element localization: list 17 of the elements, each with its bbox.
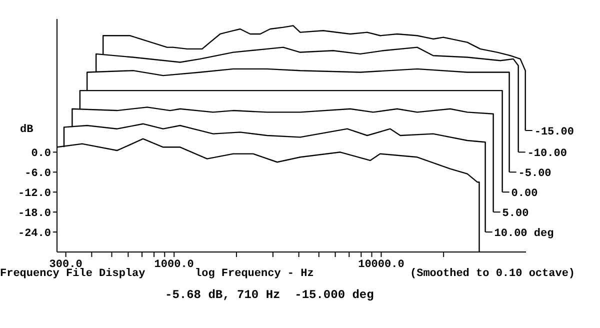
text: (Smoothed to 0.10 octave) xyxy=(410,268,576,280)
y-tick-label: -24.0 xyxy=(18,228,51,240)
legend-label: 10.00 deg xyxy=(494,228,554,240)
legend-label: 0.00 xyxy=(511,188,538,200)
legend-label: -5.00 xyxy=(518,168,552,180)
y-tick-label: 0.0 xyxy=(31,148,51,160)
x-tick-label: 10000.0 xyxy=(358,258,404,271)
y-tick-label: -12.0 xyxy=(18,188,51,200)
text: -5.68 dB, 710 Hz -15.000 deg xyxy=(165,288,374,302)
legend-label: -15.00 xyxy=(534,126,574,139)
y-axis-title: dB xyxy=(20,124,34,136)
y-tick-label: -18.0 xyxy=(18,208,51,220)
x-axis-title: log Frequency - Hz xyxy=(195,268,314,280)
legend-label: 5.00 xyxy=(502,208,529,220)
x-tick-label: 1000.0 xyxy=(154,258,194,271)
legend-label: -10.00 xyxy=(527,148,567,160)
y-tick-label: -6.0 xyxy=(24,168,51,180)
